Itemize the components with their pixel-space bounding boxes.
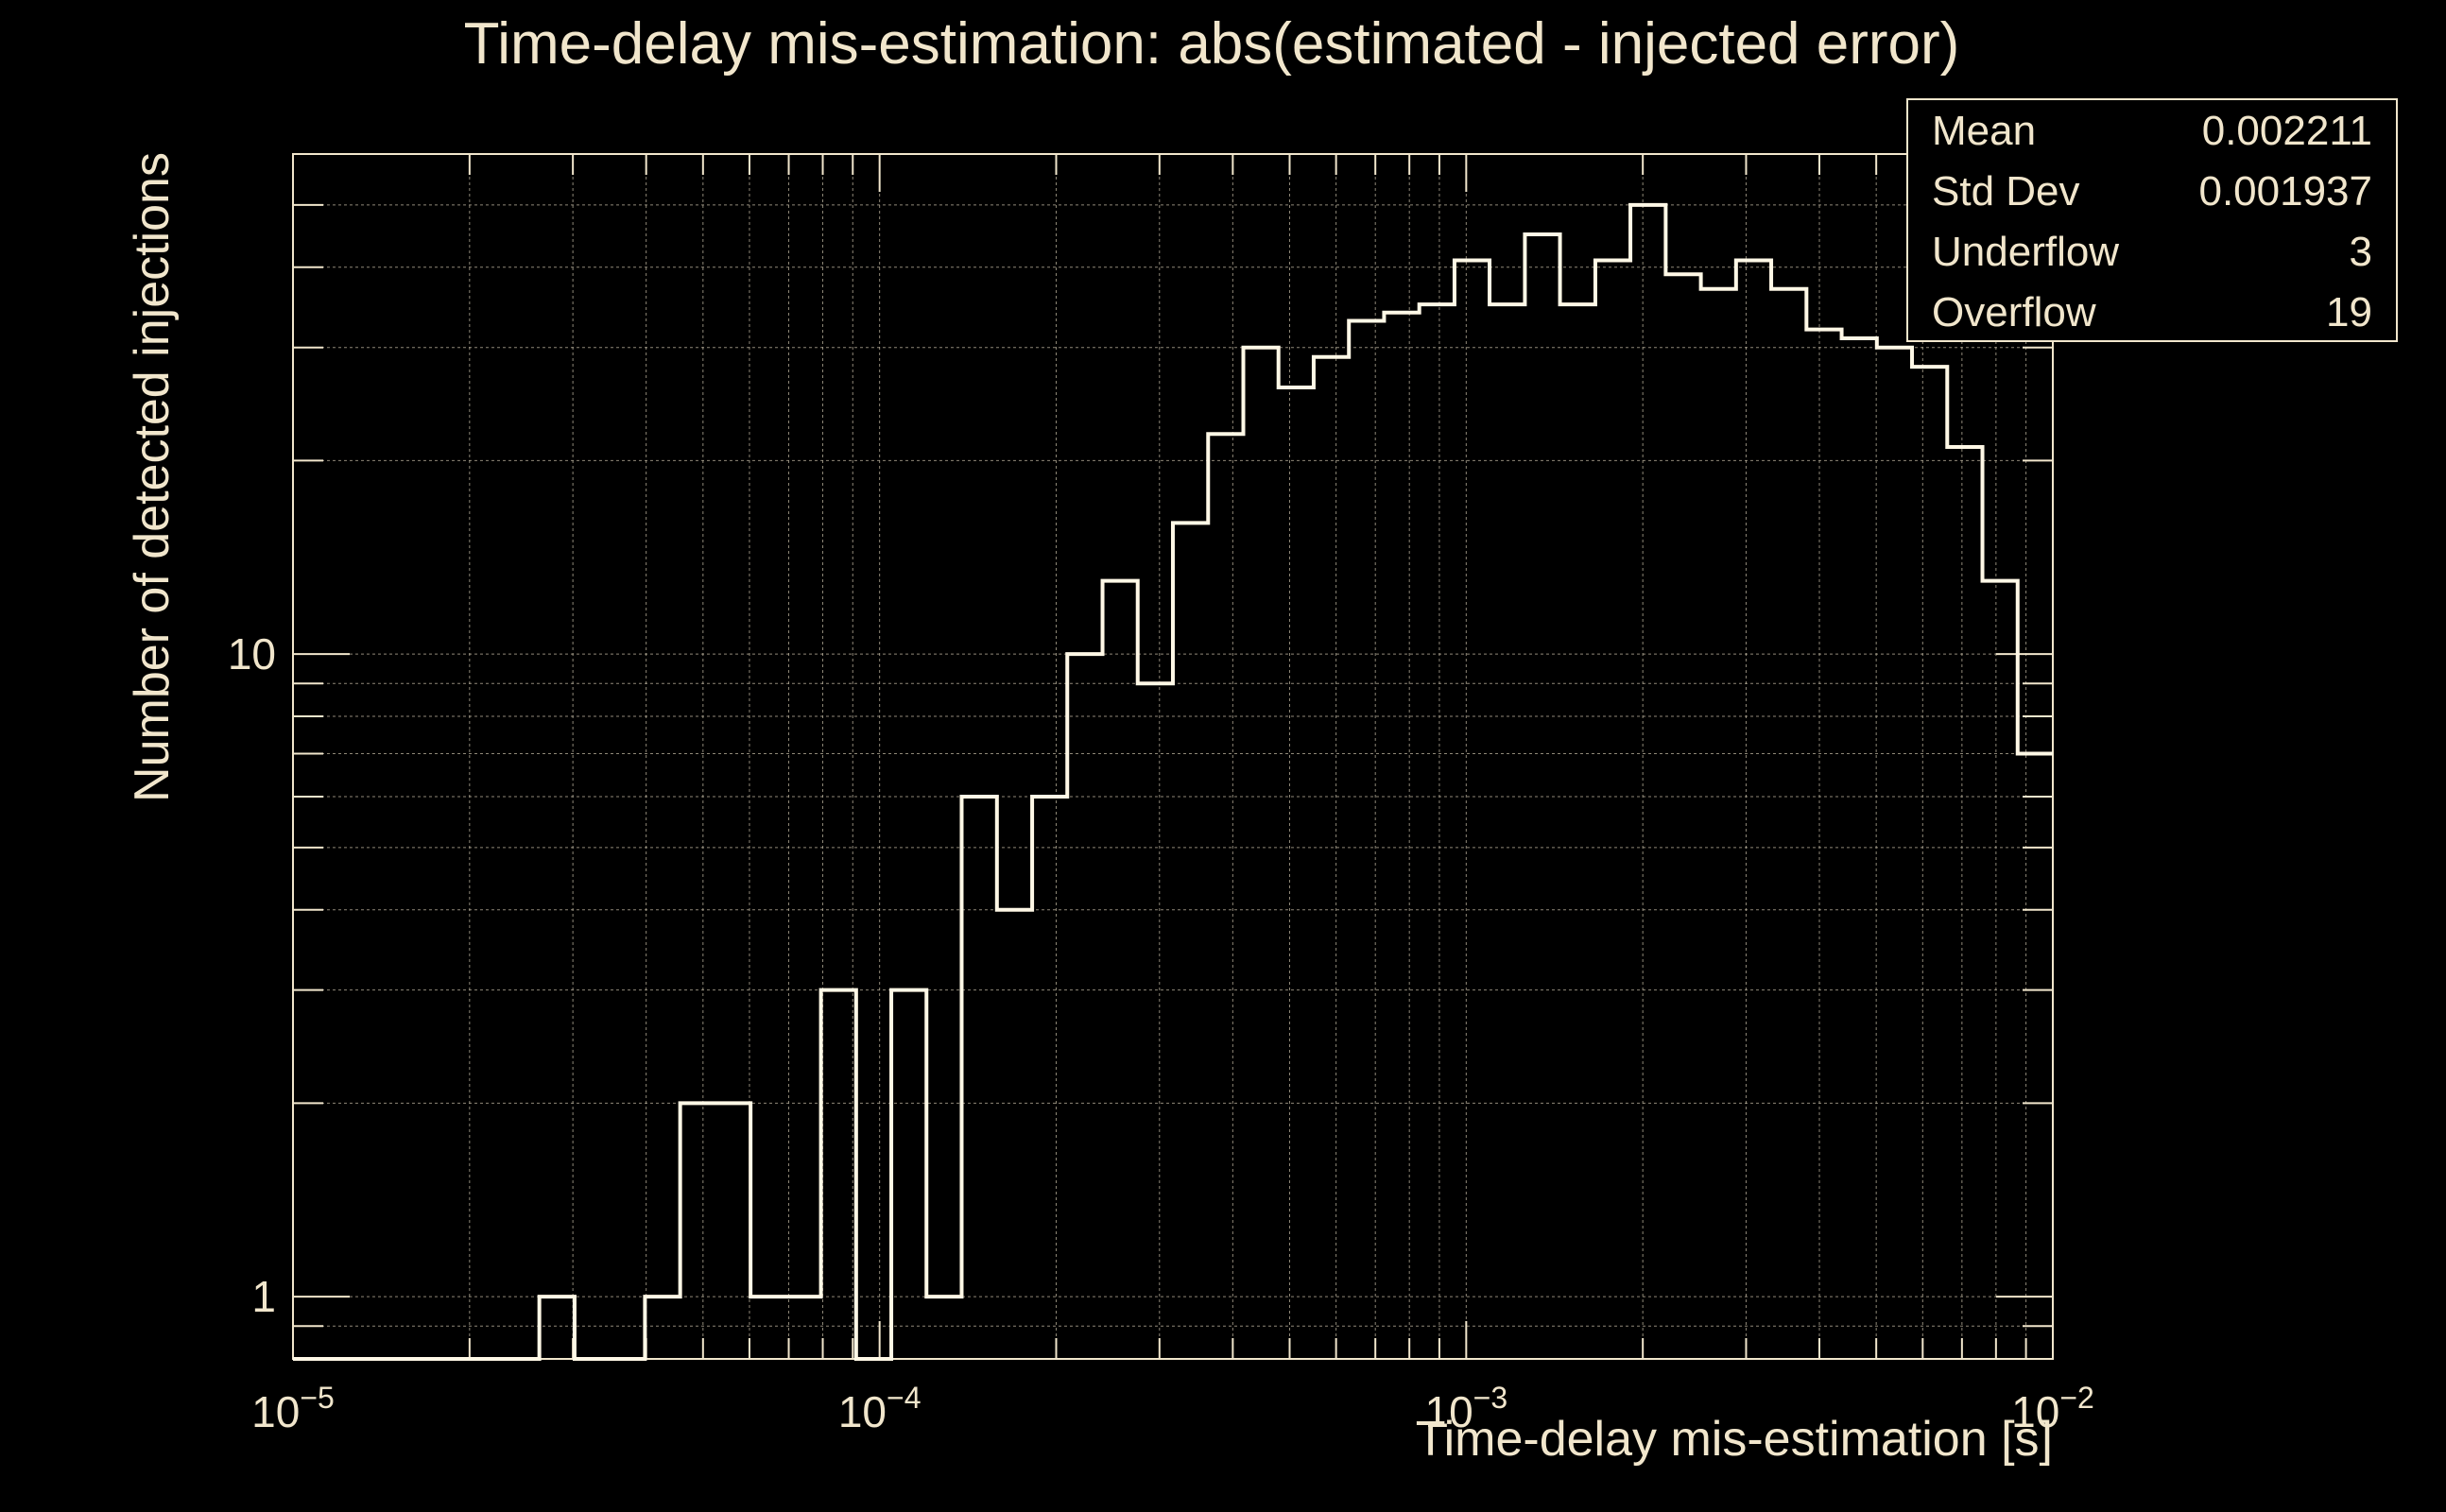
histogram-bin [2018,753,2053,1359]
histogram-bin [1947,447,1982,1359]
histogram-bin [1877,348,1912,1359]
histogram-bin [1630,205,1665,1359]
stats-label-std-dev: Std Dev [1932,168,2080,215]
histogram-bin [1314,357,1349,1359]
histogram-bin [1032,797,1067,1359]
y-tick-label: 10 [228,629,276,679]
histogram-bin [1173,523,1208,1359]
histogram-bin [1138,683,1173,1359]
histogram-bin [1595,260,1630,1359]
stats-value-mean: 0.002211 [2202,108,2372,154]
grid [292,153,2054,1360]
histogram-bin [891,990,926,1359]
histogram-series [293,202,2053,1361]
x-tick-label: 10−4 [838,1381,922,1436]
histogram-bin [1067,654,1102,1359]
histogram-bin [1665,274,1700,1359]
histogram-bin [680,1103,715,1359]
histogram-bin [1912,367,1947,1359]
histogram-bin [540,1297,575,1359]
plot-frame [292,153,2054,1360]
histogram-bin [1490,304,1524,1359]
stats-label-overflow: Overflow [1932,289,2096,335]
stats-label-underflow: Underflow [1932,229,2119,275]
stats-value-std-dev: 0.001937 [2198,168,2372,215]
histogram-bin [1560,304,1595,1359]
histogram-bin [1349,321,1384,1359]
y-axis-label: Number of detected injections [125,152,180,802]
histogram-bin [1420,304,1455,1359]
histogram-bin [1806,330,1841,1359]
histogram-bin [1983,581,2018,1359]
histogram-bin [1701,289,1736,1359]
stats-value-overflow: 19 [2326,289,2372,335]
histogram-bin [961,797,996,1359]
histogram-bin [1384,313,1419,1359]
y-tick-labels: 1 10 [228,629,276,1321]
stats-box-frame [1906,98,2398,342]
histogram-bin [750,1297,785,1359]
x-tick-labels: 10−5 10−4 10−3 10−2 [251,1381,2094,1436]
x-tick-label: 10−2 [2011,1381,2094,1436]
histogram-bin [997,910,1032,1359]
stats-box: Mean 0.002211 Std Dev 0.001937 Underflow… [1906,98,2398,342]
x-tick-label: 10−3 [1425,1381,1508,1436]
stats-value-underflow: 3 [2350,229,2372,275]
histogram-bin [1243,348,1278,1359]
histogram-bins [540,205,2053,1359]
histogram-bin [1103,581,1138,1359]
x-axis-label: Time-delay mis-estimation [s] [1416,1412,2053,1467]
histogram-bin [926,1297,961,1359]
histogram-bin [1455,260,1490,1359]
axis-ticks [292,153,2054,1360]
histogram-bin [1736,260,1771,1359]
histogram-bin [1842,338,1877,1359]
histogram-bin [1279,387,1314,1359]
stats-label-mean: Mean [1932,108,2036,154]
histogram-bin [1208,434,1243,1359]
y-tick-label: 1 [251,1272,276,1321]
histogram-bin [1771,289,1806,1359]
histogram-bin [785,1297,820,1359]
x-tick-label: 10−5 [251,1381,335,1436]
histogram-bin [821,990,856,1359]
histogram-bin [645,1297,680,1359]
chart-title: Time-delay mis-estimation: abs(estimated… [464,11,1960,77]
histogram-bin [715,1103,750,1359]
